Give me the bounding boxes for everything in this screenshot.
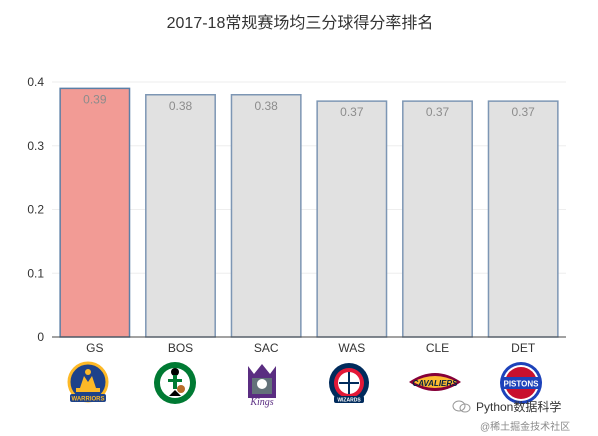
bar-cle [402, 100, 473, 338]
bar-bos [145, 94, 216, 338]
y-tick-label: 0.2 [27, 203, 44, 217]
y-tick-label: 0.4 [27, 75, 44, 89]
x-axis: GS BOS SAC WAS CLE DET [86, 341, 536, 355]
x-tick-label: DET [511, 341, 536, 355]
bar-was [316, 100, 388, 338]
bar-series [59, 87, 559, 338]
y-axis: 0 0.1 0.2 0.3 0.4 [27, 75, 44, 344]
chart-title: 2017-18常规赛场均三分球得分率排名 [167, 13, 434, 32]
bar-det [487, 100, 559, 338]
y-tick-label: 0.3 [27, 139, 44, 153]
x-tick-label: CLE [426, 341, 449, 355]
watermark-title: Python数据科学 [476, 400, 562, 414]
team-logo-row: WARRIORS Kings WIZARDS CAVALIERS [0, 358, 598, 420]
data-label: 0.37 [426, 105, 450, 119]
logo-text: CAVALIERS [412, 379, 458, 388]
bar-chart: 2017-18常规赛场均三分球得分率排名 00.10.20.30.4 0.39 0… [27, 13, 566, 355]
wechat-icon [452, 400, 471, 413]
watermark-source: @稀土掘金技术社区 [480, 422, 571, 433]
pistons-logo-icon: PISTONS [500, 362, 542, 404]
warriors-logo-icon: WARRIORS [67, 361, 109, 403]
cavaliers-logo-icon: CAVALIERS [409, 373, 461, 391]
wizards-logo-icon: WIZARDS [329, 363, 369, 404]
data-label: 0.39 [83, 92, 107, 106]
kings-logo-icon: Kings [248, 364, 276, 408]
y-tick-label: 0.1 [27, 266, 44, 280]
data-label: 0.38 [169, 99, 193, 113]
y-tick-label: 0 [37, 330, 44, 344]
data-label: 0.37 [511, 105, 535, 119]
data-label: 0.37 [340, 105, 364, 119]
bar-gs [59, 87, 131, 338]
logo-text: PISTONS [504, 380, 540, 389]
x-tick-label: WAS [338, 341, 365, 355]
bar-sac [230, 94, 302, 338]
x-tick-label: GS [86, 341, 103, 355]
logo-text: WARRIORS [72, 397, 105, 403]
data-label: 0.38 [254, 99, 278, 113]
celtics-logo-icon [154, 362, 196, 404]
data-labels: 0.39 0.38 0.38 0.37 0.37 0.37 [83, 92, 535, 119]
logo-text: Kings [249, 397, 273, 408]
logo-text: WIZARDS [337, 398, 361, 404]
x-tick-label: SAC [254, 341, 279, 355]
grid [52, 81, 566, 274]
x-tick-label: BOS [168, 341, 193, 355]
